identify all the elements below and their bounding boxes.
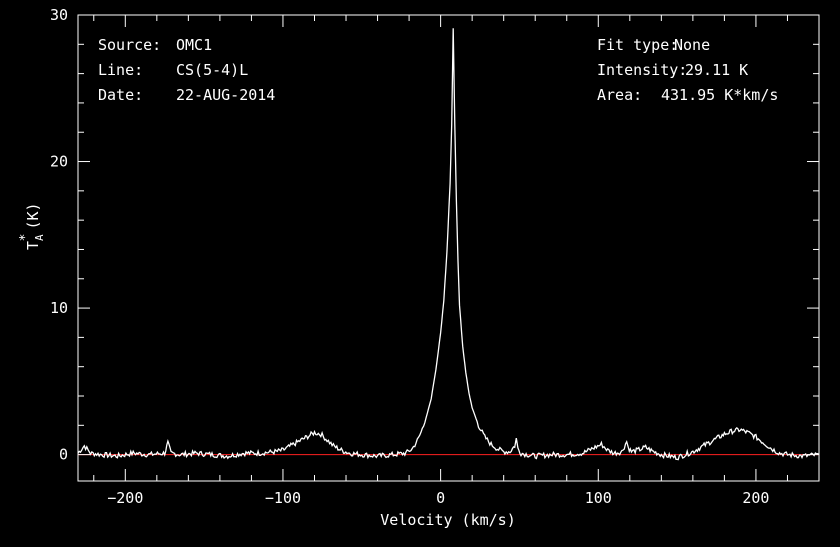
x-axis-label: Velocity (km/s) <box>380 511 515 529</box>
y-axis-label-sub: A <box>33 234 46 241</box>
area-label: Area: <box>597 86 642 104</box>
line-label: Line: <box>98 61 143 79</box>
y-tick-label: 20 <box>50 153 68 171</box>
plot-frame <box>77 14 820 482</box>
spectrum-series-line <box>77 28 820 461</box>
source-label: Source: <box>98 36 161 54</box>
y-axis-label: TA* (K) <box>18 202 46 250</box>
x-tick-label: 0 <box>436 489 445 507</box>
y-tick-label: 30 <box>50 6 68 24</box>
source-value: OMC1 <box>176 36 212 54</box>
x-tick-label: 100 <box>585 489 612 507</box>
date-value: 22-AUG-2014 <box>176 86 275 104</box>
area-value: 431.95 K*km/s <box>661 86 778 104</box>
y-axis-label-sup: * <box>18 234 33 242</box>
axis-ticks: −200 −100 0 100 200 0 10 20 30 <box>50 6 820 507</box>
line-value: CS(5-4)L <box>176 61 248 79</box>
date-label: Date: <box>98 86 143 104</box>
x-tick-label: −100 <box>265 489 301 507</box>
y-axis-label-t: T <box>24 241 42 250</box>
x-tick-label: 200 <box>742 489 769 507</box>
y-axis-label-main: TA* (K) <box>18 202 46 250</box>
fit-type-value: None <box>674 36 710 54</box>
intensity-value: 29.11 K <box>685 61 748 79</box>
y-axis-label-unit: (K) <box>24 202 42 229</box>
y-tick-label: 0 <box>59 446 68 464</box>
x-tick-label: −200 <box>107 489 143 507</box>
intensity-label: Intensity: <box>597 61 687 79</box>
y-tick-label: 10 <box>50 299 68 317</box>
fit-type-label: Fit type: <box>597 36 678 54</box>
